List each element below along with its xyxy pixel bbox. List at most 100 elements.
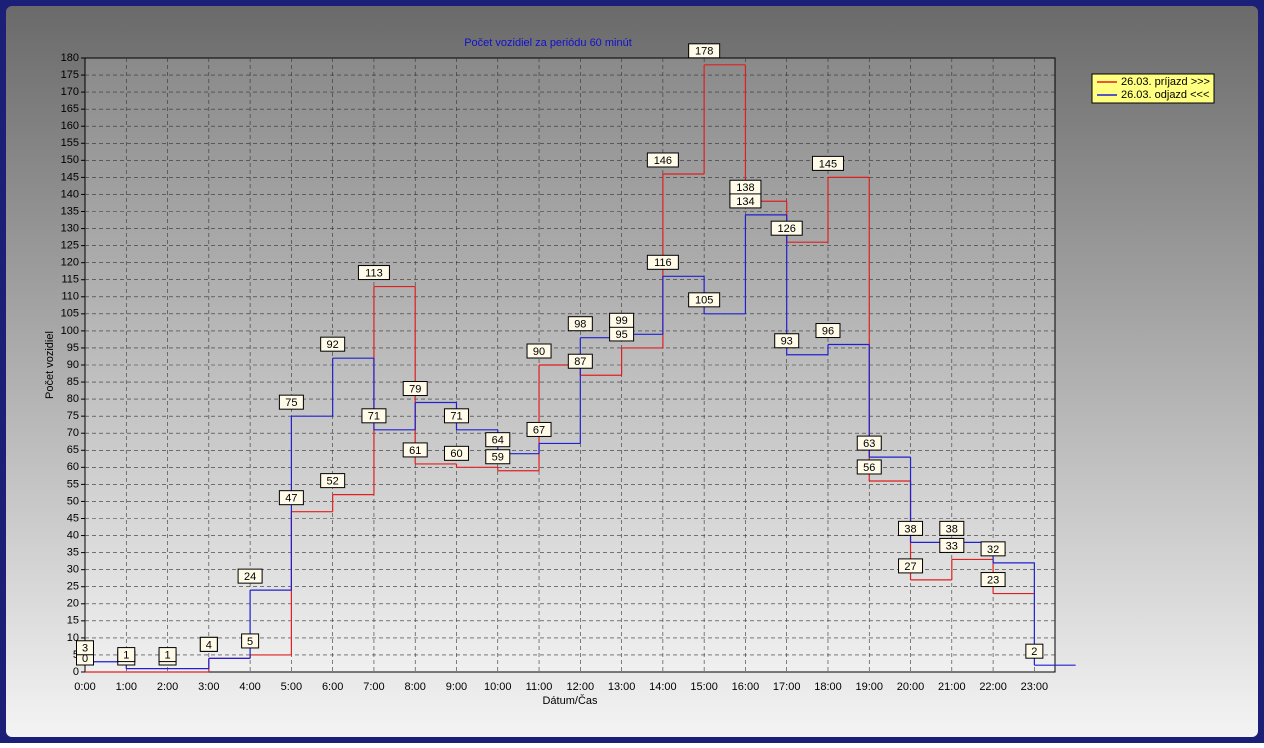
value-label-box: [688, 43, 721, 59]
value-label: 71: [450, 411, 462, 423]
value-label: 60: [450, 448, 462, 460]
y-tick-label: 5: [73, 649, 79, 661]
y-tick-label: 60: [67, 461, 79, 473]
y-tick-label: 135: [61, 205, 79, 217]
value-label: 105: [695, 295, 713, 307]
y-tick-label: 105: [61, 308, 79, 320]
value-label: 0: [82, 653, 88, 665]
x-axis-label: Dátum/Čas: [542, 694, 598, 707]
value-label-box: [526, 343, 552, 359]
x-tick-label: 2:00: [157, 681, 178, 693]
value-label-box: [357, 265, 390, 281]
value-label-box: [443, 408, 469, 424]
x-tick-label: 10:00: [484, 681, 512, 693]
value-label-box: [526, 421, 552, 437]
legend: [1091, 73, 1215, 104]
value-label: 33: [946, 540, 958, 552]
value-label: 1: [123, 649, 129, 661]
value-label: 63: [863, 438, 875, 450]
x-tick-label: 6:00: [322, 681, 343, 693]
value-label-box: [361, 408, 387, 424]
value-label: 67: [533, 424, 545, 436]
value-label: 71: [368, 411, 380, 423]
value-label-box: [567, 316, 593, 332]
legend-label: 26.03. príjazd >>>: [1121, 76, 1210, 88]
value-label: 38: [904, 523, 916, 535]
value-label: 59: [492, 452, 504, 464]
x-tick-label: 1:00: [116, 681, 137, 693]
value-label: 134: [736, 196, 754, 208]
value-label: 3: [82, 643, 88, 655]
x-tick-label: 4:00: [239, 681, 260, 693]
x-tick-label: 14:00: [649, 681, 677, 693]
value-label-box: [646, 254, 679, 270]
value-label: 2: [1031, 646, 1037, 658]
y-tick-label: 130: [61, 222, 79, 234]
x-tick-label: 22:00: [979, 681, 1007, 693]
y-tick-label: 70: [67, 427, 79, 439]
value-label: 1: [164, 649, 170, 661]
value-label: 56: [863, 462, 875, 474]
y-tick-label: 125: [61, 240, 79, 252]
value-label: 126: [778, 223, 796, 235]
y-tick-label: 35: [67, 547, 79, 559]
y-tick-label: 65: [67, 444, 79, 456]
value-label: 47: [285, 493, 297, 505]
value-label-box: [117, 647, 136, 663]
value-label-box: [770, 220, 803, 236]
value-label: 95: [615, 329, 627, 341]
y-tick-label: 110: [61, 291, 79, 303]
value-label: 27: [904, 561, 916, 573]
value-label-box: [939, 537, 965, 553]
y-tick-label: 25: [67, 581, 79, 593]
y-tick-label: 15: [67, 615, 79, 627]
y-tick-label: 150: [61, 154, 79, 166]
value-label-box: [402, 381, 428, 397]
x-tick-label: 21:00: [938, 681, 966, 693]
value-label-box: [898, 520, 924, 536]
value-label-box: [485, 432, 511, 448]
y-tick-label: 155: [61, 137, 79, 149]
value-label: 75: [285, 397, 297, 409]
y-tick-label: 30: [67, 564, 79, 576]
value-label: 178: [695, 46, 713, 58]
value-label: 113: [365, 267, 383, 279]
value-label-box: [815, 323, 841, 339]
x-tick-label: 5:00: [281, 681, 302, 693]
value-label: 93: [781, 336, 793, 348]
value-label: 138: [736, 182, 754, 194]
y-tick-label: 85: [67, 376, 79, 388]
y-tick-label: 165: [61, 103, 79, 115]
x-tick-label: 18:00: [814, 681, 842, 693]
value-label-box: [158, 647, 177, 663]
value-label-box: [856, 435, 882, 451]
y-tick-label: 175: [61, 69, 79, 81]
y-tick-label: 160: [61, 120, 79, 132]
value-label-box: [76, 640, 94, 656]
x-tick-label: 12:00: [567, 681, 595, 693]
y-axis-label: Počet vozidiel: [44, 331, 56, 399]
value-label: 96: [822, 325, 834, 337]
value-label-box: [237, 568, 263, 584]
value-label-box: [567, 353, 593, 369]
value-label-box: [320, 336, 346, 352]
value-label: 64: [492, 435, 504, 447]
x-tick-label: 20:00: [897, 681, 925, 693]
y-tick-label: 95: [67, 342, 79, 354]
value-label-box: [980, 572, 1006, 588]
value-label-box: [485, 449, 511, 465]
value-label-box: [811, 155, 844, 171]
value-label-box: [980, 541, 1006, 557]
value-label: 23: [987, 574, 999, 586]
x-tick-label: 0:00: [74, 681, 95, 693]
y-tick-label: 50: [67, 495, 79, 507]
value-label: 38: [946, 523, 958, 535]
value-label-box: [774, 333, 800, 349]
value-label-box: [241, 633, 260, 649]
x-tick-label: 17:00: [773, 681, 801, 693]
x-tick-label: 15:00: [690, 681, 718, 693]
x-tick-label: 13:00: [608, 681, 636, 693]
y-tick-label: 20: [67, 598, 79, 610]
value-label: 145: [819, 158, 837, 170]
